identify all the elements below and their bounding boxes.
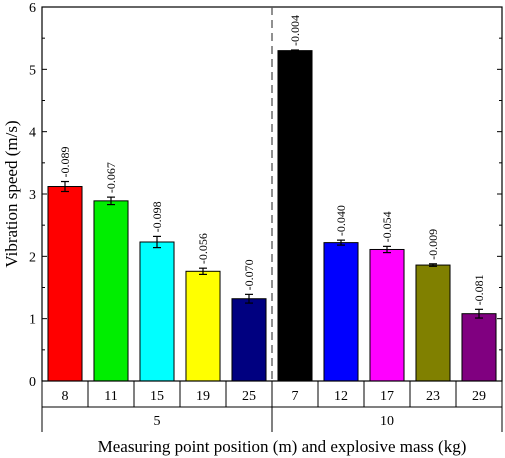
category-label-17: 17 [380, 389, 394, 404]
data-label-25: -0.070 [242, 259, 256, 290]
x-axis-title: Measuring point position (m) and explosi… [98, 437, 467, 456]
data-label-12: -0.040 [334, 205, 348, 236]
bar-11 [93, 200, 129, 382]
bar-15 [139, 241, 175, 382]
category-label-25: 25 [242, 389, 256, 404]
data-label-8: -0.089 [58, 147, 72, 178]
y-tick-label-0: 0 [29, 375, 36, 390]
category-label-11: 11 [104, 389, 117, 404]
y-tick-label-2: 2 [29, 250, 36, 265]
labels-layer: -0.089 -0.067 -0.098 -0.056 -0.070 -0.004 -0.0… [29, 1, 486, 429]
y-tick-label-6: 6 [29, 1, 36, 16]
bar-23 [415, 264, 451, 382]
y-tick-label-4: 4 [29, 126, 36, 141]
bar-7 [277, 50, 313, 382]
category-label-15: 15 [150, 389, 164, 404]
data-label-11: -0.067 [104, 162, 118, 193]
group-label-5: 5 [154, 414, 161, 429]
y-tick-label-1: 1 [29, 313, 36, 328]
bar-29 [461, 313, 497, 382]
y-tick-label-3: 3 [29, 188, 36, 203]
data-label-15: -0.098 [150, 201, 164, 232]
group-label-10: 10 [380, 414, 394, 429]
bar-17 [369, 248, 405, 382]
y-tick-label-5: 5 [29, 63, 36, 78]
data-label-19: -0.056 [196, 233, 210, 264]
category-label-8: 8 [62, 389, 69, 404]
bar-19 [185, 270, 221, 382]
bar-25 [231, 298, 267, 382]
bar-8 [47, 186, 83, 382]
data-label-7: -0.004 [288, 15, 302, 46]
category-label-29: 29 [472, 389, 486, 404]
category-label-19: 19 [196, 389, 210, 404]
bars-layer [47, 49, 497, 382]
bar-12 [323, 242, 359, 382]
axes-layer [41, 6, 503, 432]
data-label-17: -0.054 [380, 211, 394, 242]
data-label-23: -0.009 [426, 229, 440, 260]
category-label-7: 7 [292, 389, 299, 404]
y-axis-title: Vibration speed (m/s) [2, 120, 21, 267]
category-label-12: 12 [334, 389, 348, 404]
data-label-29: -0.081 [472, 274, 486, 305]
category-label-23: 23 [426, 389, 440, 404]
